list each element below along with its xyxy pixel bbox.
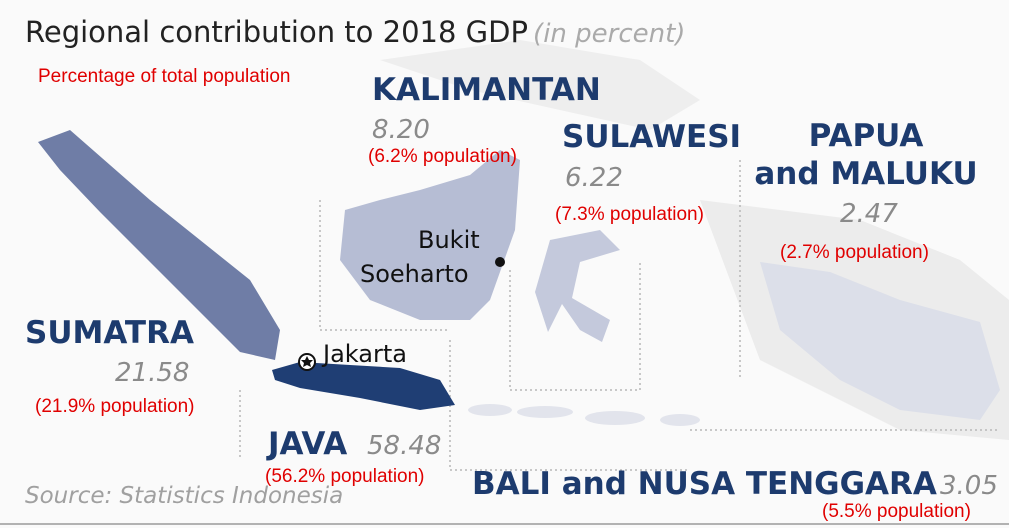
region-gdp: 8.20 [372,115,430,145]
title-text: Regional contribution to 2018 GDP [25,15,528,49]
java [272,362,455,410]
region-population: (2.7% population) [780,242,929,263]
region-name: KALIMANTAN [372,72,601,108]
region-gdp: 6.22 [565,163,623,193]
region-population: (56.2% population) [265,466,425,487]
kalimantan [340,150,520,320]
nusa-tenggara [517,406,573,418]
nusa-tenggara [660,414,700,426]
region-gdp: 21.58 [115,358,189,388]
region-name: PAPUA [809,118,924,154]
region-gdp: 58.48 [367,431,441,461]
region-name: and MALUKU [754,156,977,192]
papua [760,262,1000,420]
nusa-tenggara [468,404,512,416]
title-note: (in percent) [533,19,685,49]
source: Source: Statistics Indonesia [25,483,343,509]
sumatra [38,130,280,360]
title: Regional contribution to 2018 GDP (in pe… [25,15,685,49]
relief [380,40,700,130]
region-population: (7.3% population) [555,204,704,225]
capital-star [301,356,313,367]
sulawesi [535,230,620,342]
nusa-tenggara [585,411,645,425]
region-name: SUMATRA [25,315,194,351]
region-population: (21.9% population) [35,396,195,417]
region-name: BALI and NUSA TENGGARA [472,466,937,502]
region-boundary [239,160,1000,471]
city-marker [495,257,505,267]
city-name: Soeharto [360,260,469,288]
region-gdp: 2.47 [840,199,898,229]
region-name: JAVA [266,426,347,462]
region-population: (6.2% population) [368,146,517,167]
legend-note: Percentage of total population [38,66,290,87]
region-name: SULAWESI [562,119,741,155]
city-name: Jakarta [321,340,407,368]
region-gdp: 3.05 [940,471,998,501]
region-population: (5.5% population) [822,501,971,522]
city-name: Bukit [418,226,480,254]
